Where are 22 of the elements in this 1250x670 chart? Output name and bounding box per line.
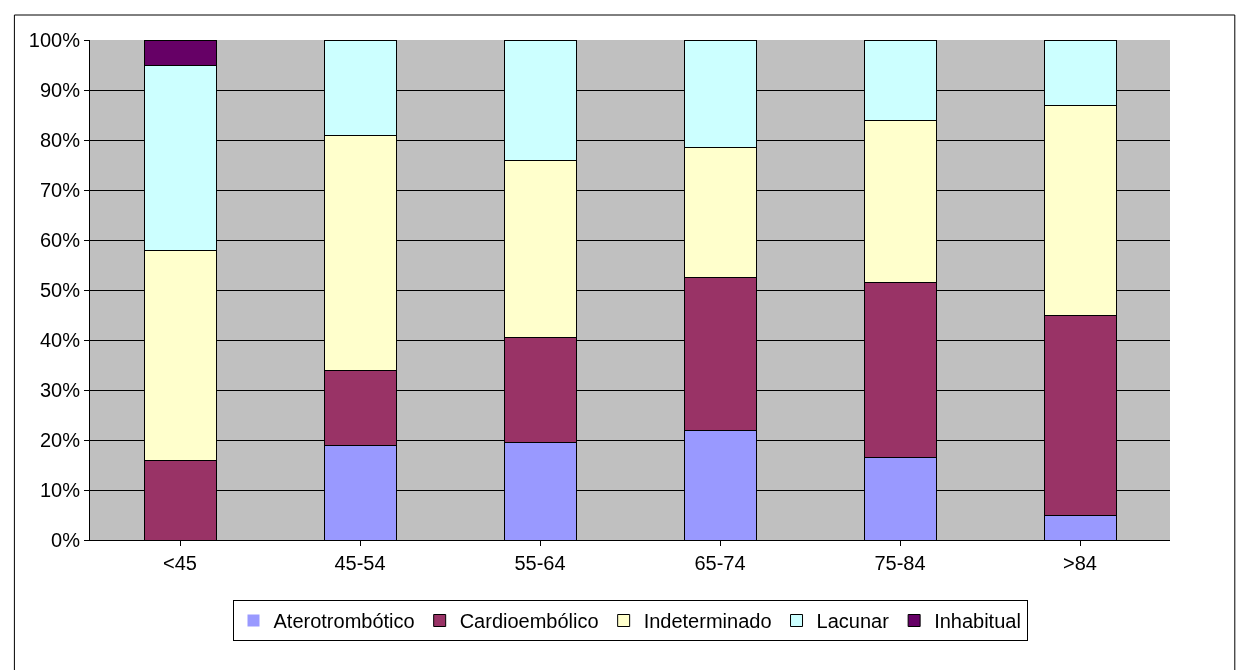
y-tick-label: 60% — [39, 229, 81, 251]
y-tick-label: 50% — [39, 279, 81, 301]
y-tick-label: 100% — [28, 29, 81, 51]
y-tick-label: 10% — [39, 479, 81, 501]
y-tick-label: 90% — [39, 79, 81, 101]
x-tick-label: 65-74 — [694, 552, 746, 574]
x-tick-label: 75-84 — [874, 552, 926, 574]
y-tick-label: 70% — [39, 179, 81, 201]
y-tick-label: 40% — [39, 329, 81, 351]
x-tick-label: <45 — [163, 552, 197, 574]
legend-label: Inhabitual — [934, 610, 1021, 633]
x-tick-label: 45-54 — [334, 552, 386, 574]
legend-label: Cardioembólico — [459, 610, 599, 633]
legend-label: Indeterminado — [643, 610, 772, 633]
y-tick-label: 0% — [51, 529, 81, 551]
legend-label: Aterotrombótico — [273, 610, 415, 633]
y-tick-label: 30% — [39, 379, 81, 401]
y-tick-label: 20% — [39, 429, 81, 451]
legend-label: Lacunar — [816, 610, 890, 633]
x-tick-label: >84 — [1063, 552, 1097, 574]
x-tick-label: 55-64 — [514, 552, 566, 574]
y-tick-label: 80% — [39, 129, 81, 151]
